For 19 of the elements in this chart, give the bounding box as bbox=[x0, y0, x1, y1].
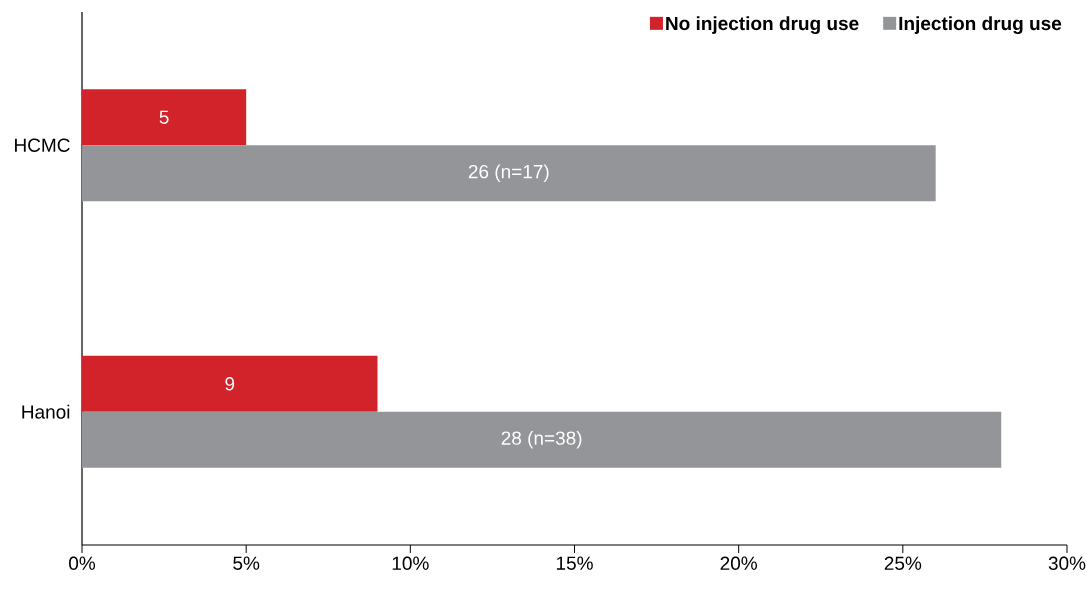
x-tick-label: 20% bbox=[720, 556, 757, 570]
bar bbox=[82, 89, 247, 146]
data-label: 28 (n=38) bbox=[501, 430, 582, 449]
legend-label: No injection drug use bbox=[666, 16, 859, 34]
data-label: 5 bbox=[159, 110, 169, 124]
bar bbox=[82, 411, 1002, 468]
x-tick-label: 30% bbox=[1048, 556, 1086, 570]
bar bbox=[82, 145, 936, 202]
x-tick-label: 5% bbox=[233, 556, 260, 570]
x-tick-label: 25% bbox=[884, 556, 922, 570]
y-tick-label: Hanoi bbox=[22, 404, 70, 419]
x-tick-label: 15% bbox=[556, 556, 593, 570]
data-label: 26 (n=17) bbox=[468, 164, 549, 183]
legend-label: Injection drug use bbox=[899, 16, 1062, 34]
x-tick-label: 0% bbox=[69, 556, 96, 570]
x-tick-label: 10% bbox=[392, 556, 429, 570]
y-tick-label: HCMC bbox=[15, 138, 70, 152]
bar bbox=[82, 355, 378, 412]
data-label: 9 bbox=[225, 377, 235, 391]
